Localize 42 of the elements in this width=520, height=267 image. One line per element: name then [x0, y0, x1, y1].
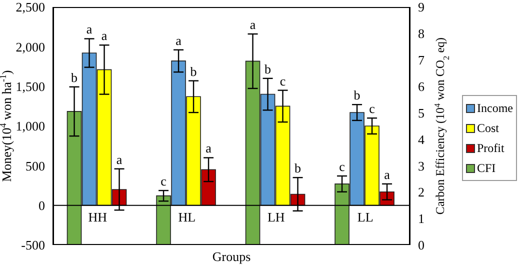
data-label: b	[294, 160, 302, 176]
legend-label: Profit	[477, 140, 504, 157]
data-label: a	[116, 152, 122, 167]
y-tick-label: 1,000	[16, 118, 45, 134]
x-tick-label: HL	[178, 209, 196, 224]
data-label: c	[369, 101, 376, 116]
data-label: a	[101, 28, 108, 44]
data-label: a	[86, 22, 92, 37]
y-tick-label: 500	[26, 158, 45, 174]
y2-tick-label: 3	[418, 158, 424, 174]
y-tick-label: -500	[21, 238, 45, 253]
y2-tick-label: 7	[418, 52, 425, 68]
x-axis-title: Groups	[212, 249, 251, 264]
legend-label: CFI	[477, 160, 496, 177]
data-label: b	[264, 61, 272, 76]
data-label: a	[176, 32, 182, 48]
data-label: a	[384, 166, 390, 182]
legend-label: Cost	[477, 120, 500, 137]
x-tick-label: LH	[267, 209, 285, 224]
data-label: b	[71, 70, 78, 85]
y2-tick-label: 6	[418, 78, 425, 94]
data-label: c	[160, 174, 167, 189]
data-label: a	[206, 140, 212, 156]
data-label: c	[280, 73, 286, 88]
data-label: c	[339, 158, 346, 174]
y-tick-label: 1,500	[16, 78, 45, 94]
y-tick-label: 2,000	[16, 39, 45, 54]
y2-tick-label: 0	[418, 238, 424, 253]
y2-tick-label: 1	[418, 211, 424, 226]
y2-tick-label: 9	[418, 0, 424, 15]
x-tick-label: HH	[88, 209, 108, 224]
data-label: b	[354, 88, 360, 103]
y2-tick-label: 2	[418, 184, 424, 200]
y-tick-label: 2,500	[16, 0, 45, 15]
y2-tick-label: 8	[418, 26, 424, 42]
y-tick-label: 0	[38, 198, 45, 213]
data-label: a	[250, 16, 256, 32]
legend-label: Income	[477, 100, 513, 117]
x-tick-label: LL	[357, 209, 374, 224]
y2-tick-label: 5	[418, 105, 424, 120]
data-label: b	[190, 64, 197, 79]
y2-tick-label: 4	[418, 132, 425, 147]
